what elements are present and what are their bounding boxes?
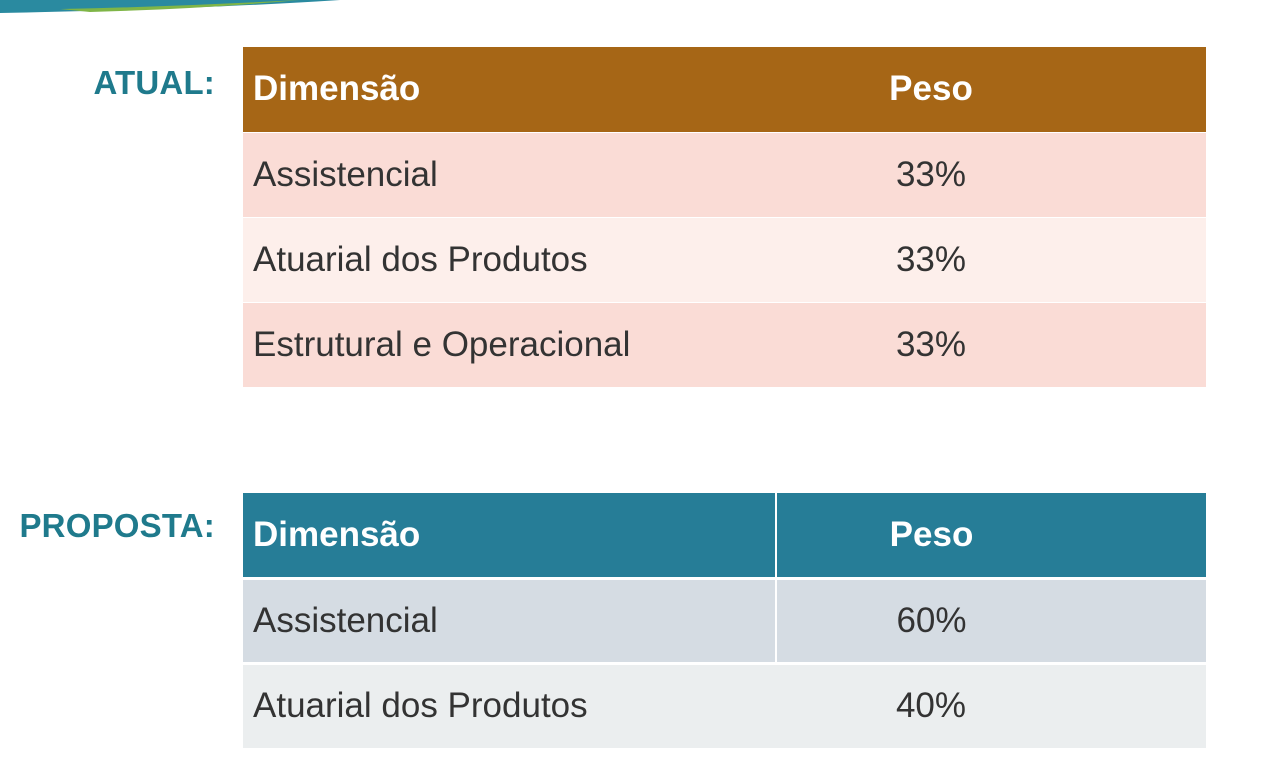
dimension-cell: Assistencial	[243, 576, 777, 663]
column-header-dimension: Dimensão	[253, 69, 421, 109]
dimension-cell: Atuarial dos Produtos	[243, 216, 776, 302]
proposta-label: PROPOSTA:	[19, 507, 215, 544]
header-swoosh-decoration	[0, 0, 340, 13]
weight-cell: 60%	[776, 576, 1206, 663]
weight-cell: 33%	[776, 216, 1206, 302]
table-header-row: Dimensão Peso	[243, 493, 1206, 578]
dimension-cell: Estrutural e Operacional	[243, 301, 776, 387]
weight-cell: 33%	[776, 301, 1206, 387]
column-header-weight: Peso	[889, 514, 974, 554]
table-row: Assistencial 60%	[243, 576, 1206, 663]
column-header-weight: Peso	[889, 69, 973, 109]
column-header-dimension: Dimensão	[243, 493, 777, 578]
table-row: Atuarial dos Produtos 33%	[243, 216, 1206, 302]
table-row: Estrutural e Operacional 33%	[243, 301, 1206, 387]
weight-cell: 33%	[776, 131, 1206, 217]
table-row: Atuarial dos Produtos 40%	[243, 661, 1206, 748]
proposta-weights-table: Dimensão Peso Assistencial 60% Atuarial …	[243, 493, 1206, 748]
table-row: Assistencial 33%	[243, 131, 1206, 217]
atual-label: ATUAL:	[93, 64, 215, 101]
atual-weights-table: Dimensão Peso Assistencial 33% Atuarial …	[243, 47, 1206, 387]
weight-cell: 40%	[776, 661, 1206, 748]
dimension-cell: Assistencial	[243, 131, 776, 217]
dimension-cell: Atuarial dos Produtos	[243, 661, 776, 748]
table-header-row: Dimensão Peso	[243, 47, 1206, 132]
